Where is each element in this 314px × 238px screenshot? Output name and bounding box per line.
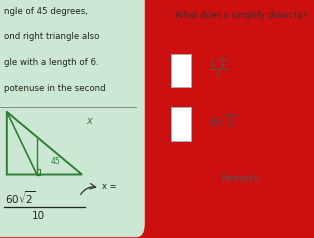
FancyBboxPatch shape — [171, 54, 191, 87]
Text: 45: 45 — [51, 157, 60, 166]
Text: $60\sqrt{2}$: $60\sqrt{2}$ — [5, 190, 36, 206]
FancyBboxPatch shape — [171, 107, 191, 141]
Text: Rewatch: Rewatch — [222, 174, 260, 183]
Text: x: x — [86, 116, 92, 126]
Text: $6\sqrt{2}$: $6\sqrt{2}$ — [209, 114, 238, 129]
Text: ngle of 45 degrees,: ngle of 45 degrees, — [4, 7, 88, 16]
Text: gle with a length of 6.: gle with a length of 6. — [4, 58, 99, 67]
Text: 10: 10 — [32, 211, 45, 221]
Text: $\frac{1\sqrt{3}}{2}$: $\frac{1\sqrt{3}}{2}$ — [209, 57, 227, 79]
Text: What does x simplify down to?: What does x simplify down to? — [175, 11, 307, 20]
FancyBboxPatch shape — [0, 0, 145, 237]
Text: x =: x = — [102, 182, 117, 191]
Text: ond right triangle also: ond right triangle also — [4, 32, 100, 41]
Text: potenuse in the second: potenuse in the second — [4, 84, 106, 93]
